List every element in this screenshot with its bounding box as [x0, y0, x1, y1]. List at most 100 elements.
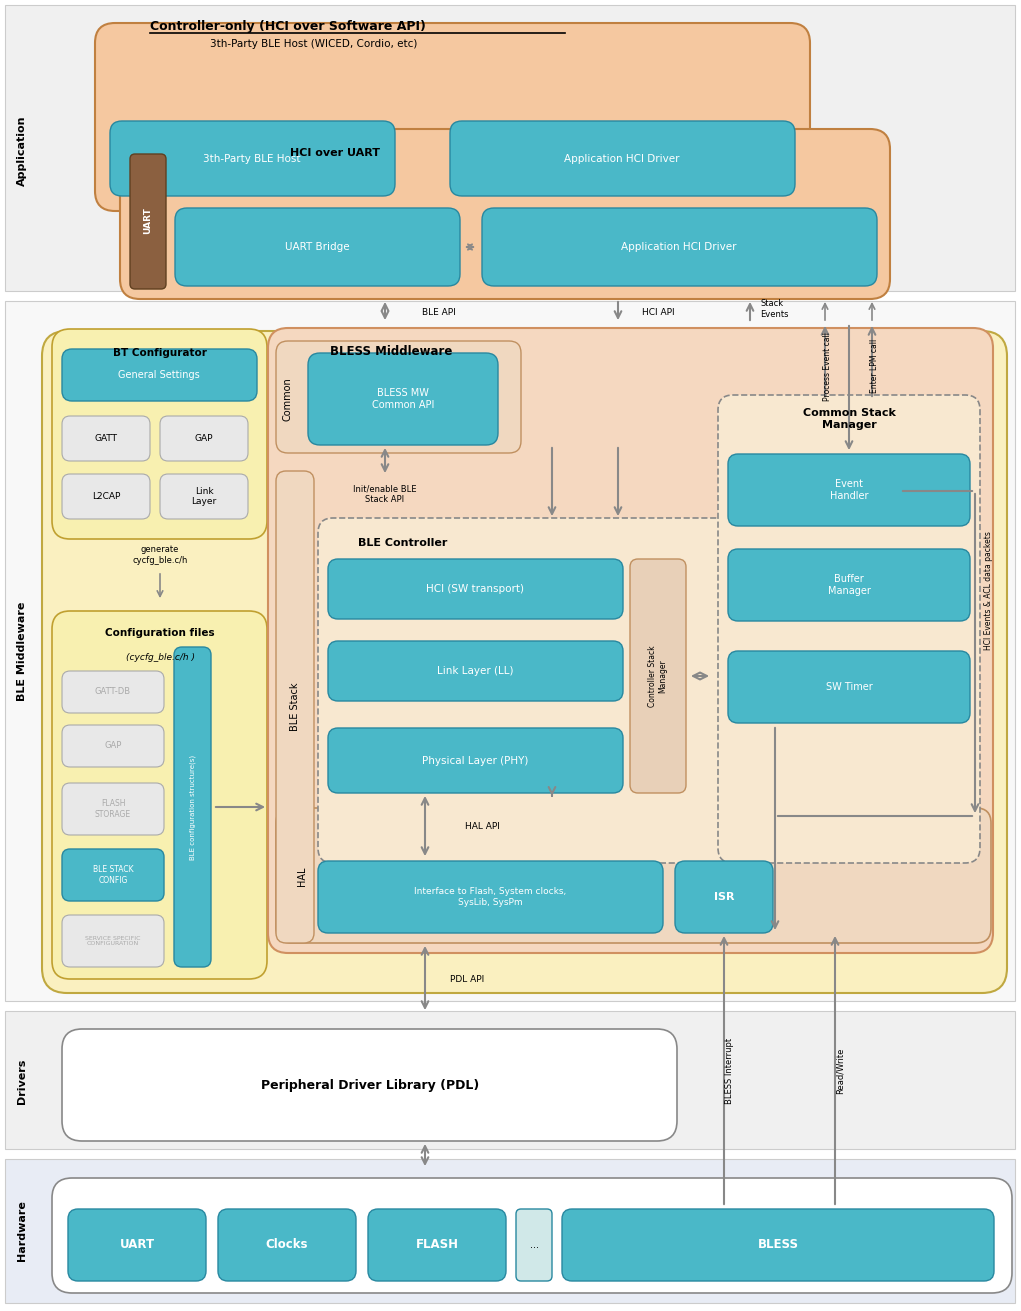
Text: HAL API: HAL API — [465, 822, 500, 830]
Text: BLE Controller: BLE Controller — [358, 538, 447, 548]
FancyBboxPatch shape — [62, 915, 164, 968]
FancyBboxPatch shape — [120, 128, 890, 299]
FancyBboxPatch shape — [62, 475, 150, 519]
FancyBboxPatch shape — [52, 1179, 1012, 1293]
Text: 3th-Party BLE Host: 3th-Party BLE Host — [203, 153, 301, 164]
FancyBboxPatch shape — [42, 330, 1007, 992]
Text: BLESS Middleware: BLESS Middleware — [330, 345, 452, 358]
FancyBboxPatch shape — [728, 652, 970, 722]
FancyBboxPatch shape — [450, 121, 795, 197]
Text: UART: UART — [144, 207, 152, 235]
FancyBboxPatch shape — [482, 208, 877, 286]
Text: Physical Layer (PHY): Physical Layer (PHY) — [422, 755, 528, 766]
Text: Peripheral Driver Library (PDL): Peripheral Driver Library (PDL) — [261, 1079, 479, 1092]
Text: Link Layer (LL): Link Layer (LL) — [437, 666, 514, 676]
Text: BLE API: BLE API — [422, 308, 455, 316]
Text: BLESS MW
Common API: BLESS MW Common API — [372, 388, 434, 410]
FancyBboxPatch shape — [52, 329, 268, 539]
FancyBboxPatch shape — [110, 121, 395, 197]
Text: Event
Handler: Event Handler — [830, 480, 868, 501]
Text: GATT: GATT — [95, 434, 117, 443]
Text: SERVICE SPECIFIC
CONFIGURATION: SERVICE SPECIFIC CONFIGURATION — [85, 936, 141, 947]
FancyBboxPatch shape — [276, 341, 521, 454]
FancyBboxPatch shape — [160, 475, 248, 519]
Text: HCI Events & ACL data packets: HCI Events & ACL data packets — [983, 531, 992, 650]
FancyBboxPatch shape — [728, 454, 970, 526]
Text: BLESS Interrupt: BLESS Interrupt — [725, 1038, 733, 1104]
FancyBboxPatch shape — [368, 1209, 506, 1281]
Bar — [5, 5, 1015, 291]
Text: Application: Application — [17, 115, 27, 186]
Text: Process Event call: Process Event call — [823, 332, 831, 400]
Text: HCI (SW transport): HCI (SW transport) — [426, 583, 524, 594]
Text: Application HCI Driver: Application HCI Driver — [565, 153, 680, 164]
Text: PDL API: PDL API — [450, 974, 484, 983]
FancyBboxPatch shape — [218, 1209, 356, 1281]
FancyBboxPatch shape — [276, 808, 991, 943]
FancyBboxPatch shape — [328, 728, 623, 793]
Text: General Settings: General Settings — [118, 370, 200, 380]
FancyBboxPatch shape — [62, 349, 257, 401]
FancyBboxPatch shape — [308, 353, 498, 444]
FancyBboxPatch shape — [318, 518, 773, 863]
Text: Clocks: Clocks — [265, 1239, 308, 1252]
Text: HCI API: HCI API — [642, 308, 675, 316]
Text: ISR: ISR — [714, 891, 734, 902]
Text: Hardware: Hardware — [17, 1201, 27, 1261]
Text: BLE Middleware: BLE Middleware — [17, 602, 27, 700]
FancyBboxPatch shape — [130, 153, 166, 288]
Text: Controller-only (HCI over Software API): Controller-only (HCI over Software API) — [150, 20, 426, 33]
FancyBboxPatch shape — [328, 558, 623, 619]
FancyBboxPatch shape — [62, 783, 164, 835]
FancyBboxPatch shape — [62, 725, 164, 767]
Text: BLE STACK
CONFIG: BLE STACK CONFIG — [93, 865, 134, 885]
Text: Configuration files: Configuration files — [105, 628, 214, 638]
FancyBboxPatch shape — [62, 416, 150, 461]
FancyBboxPatch shape — [728, 549, 970, 621]
FancyBboxPatch shape — [276, 471, 314, 943]
FancyBboxPatch shape — [328, 641, 623, 701]
FancyBboxPatch shape — [175, 208, 460, 286]
Bar — [5, 302, 1015, 1002]
FancyBboxPatch shape — [562, 1209, 994, 1281]
FancyBboxPatch shape — [718, 395, 980, 863]
Text: L2CAP: L2CAP — [92, 492, 120, 501]
Text: FLASH
STORAGE: FLASH STORAGE — [95, 800, 131, 818]
FancyBboxPatch shape — [516, 1209, 552, 1281]
Text: Init/enable BLE
Stack API: Init/enable BLE Stack API — [353, 484, 417, 503]
FancyBboxPatch shape — [68, 1209, 206, 1281]
FancyBboxPatch shape — [630, 558, 686, 793]
Text: GAP: GAP — [195, 434, 213, 443]
Text: Stack
Events: Stack Events — [760, 299, 788, 319]
Bar — [5, 1011, 1015, 1148]
Text: Common: Common — [282, 378, 292, 421]
Text: Read/Write: Read/Write — [835, 1047, 844, 1095]
FancyBboxPatch shape — [62, 671, 164, 713]
Text: UART Bridge: UART Bridge — [285, 243, 349, 252]
Text: HAL: HAL — [297, 867, 307, 886]
Text: ...: ... — [530, 1240, 538, 1249]
Text: Controller Stack
Manager: Controller Stack Manager — [648, 645, 668, 707]
Text: HCI over UART: HCI over UART — [290, 148, 380, 159]
Text: GATT-DB: GATT-DB — [95, 687, 131, 696]
FancyBboxPatch shape — [675, 861, 773, 933]
Text: Link
Layer: Link Layer — [191, 486, 216, 506]
Text: GAP: GAP — [104, 742, 121, 750]
FancyBboxPatch shape — [268, 328, 993, 953]
FancyBboxPatch shape — [62, 850, 164, 901]
Text: UART: UART — [119, 1239, 154, 1252]
Text: FLASH: FLASH — [416, 1239, 458, 1252]
Text: (cycfg_ble.c/h ): (cycfg_ble.c/h ) — [126, 653, 194, 662]
Text: 3th-Party BLE Host (WICED, Cordio, etc): 3th-Party BLE Host (WICED, Cordio, etc) — [210, 39, 418, 49]
FancyBboxPatch shape — [318, 861, 663, 933]
Bar — [5, 1159, 1015, 1303]
Text: SW Timer: SW Timer — [826, 682, 872, 692]
FancyBboxPatch shape — [95, 24, 810, 211]
FancyBboxPatch shape — [174, 648, 211, 968]
Text: Enter LPM call: Enter LPM call — [870, 338, 878, 393]
FancyBboxPatch shape — [52, 611, 268, 979]
Text: Interface to Flash, System clocks,
SysLib, SysPm: Interface to Flash, System clocks, SysLi… — [414, 888, 566, 907]
Text: BLE configuration structure(s): BLE configuration structure(s) — [189, 754, 196, 860]
Text: Buffer
Manager: Buffer Manager — [828, 574, 871, 595]
Text: Common Stack
Manager: Common Stack Manager — [803, 408, 895, 430]
